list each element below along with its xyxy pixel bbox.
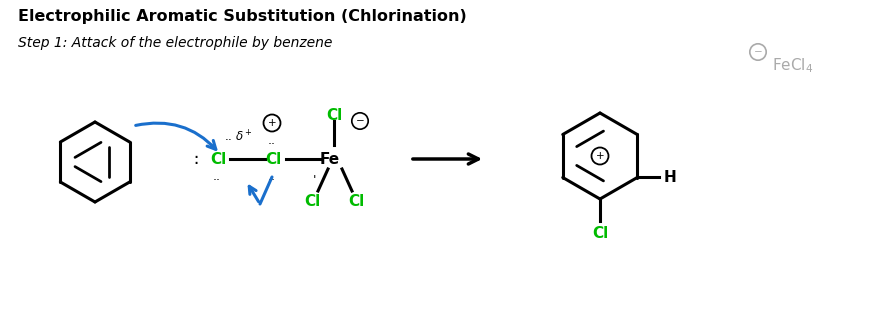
Text: Cl: Cl: [210, 151, 227, 166]
Text: ..: ..: [268, 134, 276, 148]
Text: ': ': [312, 175, 315, 187]
Text: Cl: Cl: [304, 193, 320, 208]
Text: Cl: Cl: [326, 107, 342, 122]
Text: Cl: Cl: [348, 193, 364, 208]
Text: Step 1: Attack of the electrophile by benzene: Step 1: Attack of the electrophile by be…: [18, 36, 332, 50]
Text: Fe: Fe: [320, 151, 340, 166]
Text: :: :: [192, 151, 210, 166]
Text: ..: ..: [213, 171, 221, 183]
Text: +: +: [268, 118, 276, 128]
Text: Cl: Cl: [592, 226, 608, 241]
Text: −: −: [754, 47, 762, 57]
Text: +: +: [596, 151, 604, 161]
Text: −: −: [356, 116, 365, 126]
Text: Cl: Cl: [265, 151, 281, 166]
Text: H: H: [663, 170, 676, 185]
Text: .. $\delta^+$: .. $\delta^+$: [224, 129, 253, 145]
Text: Electrophilic Aromatic Substitution (Chlorination): Electrophilic Aromatic Substitution (Chl…: [18, 9, 467, 24]
Text: ..: ..: [268, 171, 276, 183]
Text: FeCl$_4$: FeCl$_4$: [772, 57, 814, 75]
